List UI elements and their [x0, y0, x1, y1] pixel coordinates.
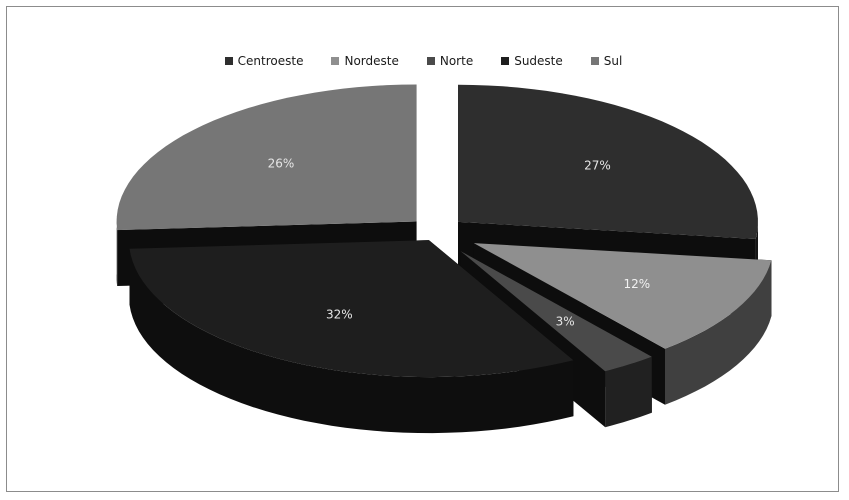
pie-slice-centroeste-top — [458, 84, 758, 239]
chart-frame: Centroeste Nordeste Norte Sudeste Sul 27… — [6, 6, 839, 492]
data-label-nordeste: 12% — [623, 277, 650, 291]
pie-slice-sudeste — [129, 240, 574, 434]
data-label-norte: 3% — [556, 314, 575, 328]
pie-slice-nordeste-rim-0 — [665, 260, 772, 405]
legend-item-nordeste: Nordeste — [331, 54, 399, 68]
pie-slice-sul-rim-0 — [116, 217, 118, 287]
data-label-centroeste: 27% — [584, 159, 611, 173]
legend-swatch-centroeste — [224, 57, 233, 65]
pie-chart: 27% 12% 3% 32% 26% — [116, 84, 772, 434]
legend: Centroeste Nordeste Norte Sudeste Sul — [7, 51, 840, 71]
legend-item-sudeste: Sudeste — [501, 54, 563, 68]
pie-slice-sudeste-rim-0 — [129, 248, 574, 434]
legend-label-centroeste: Centroeste — [237, 54, 304, 68]
legend-swatch-norte — [426, 57, 435, 65]
pie-slice-nordeste-top — [473, 243, 772, 349]
legend-item-centroeste: Centroeste — [224, 54, 304, 68]
pie-slice-norte-top — [460, 251, 652, 372]
legend-item-sul: Sul — [590, 54, 623, 68]
legend-label-norte: Norte — [439, 54, 474, 68]
legend-label-sudeste: Sudeste — [514, 54, 563, 68]
legend-label-sul: Sul — [603, 54, 623, 68]
pie-slice-sul-top — [116, 84, 417, 231]
data-label-sudeste: 32% — [326, 308, 353, 322]
legend-swatch-nordeste — [331, 57, 340, 65]
legend-item-norte: Norte — [426, 54, 474, 68]
pie-slice-sudeste-top — [129, 240, 574, 378]
legend-label-nordeste: Nordeste — [344, 54, 399, 68]
data-label-sul: 26% — [268, 156, 295, 170]
legend-swatch-sudeste — [501, 57, 510, 65]
legend-swatch-sul — [590, 57, 599, 65]
pie-slice-norte-rim-0 — [605, 356, 652, 428]
